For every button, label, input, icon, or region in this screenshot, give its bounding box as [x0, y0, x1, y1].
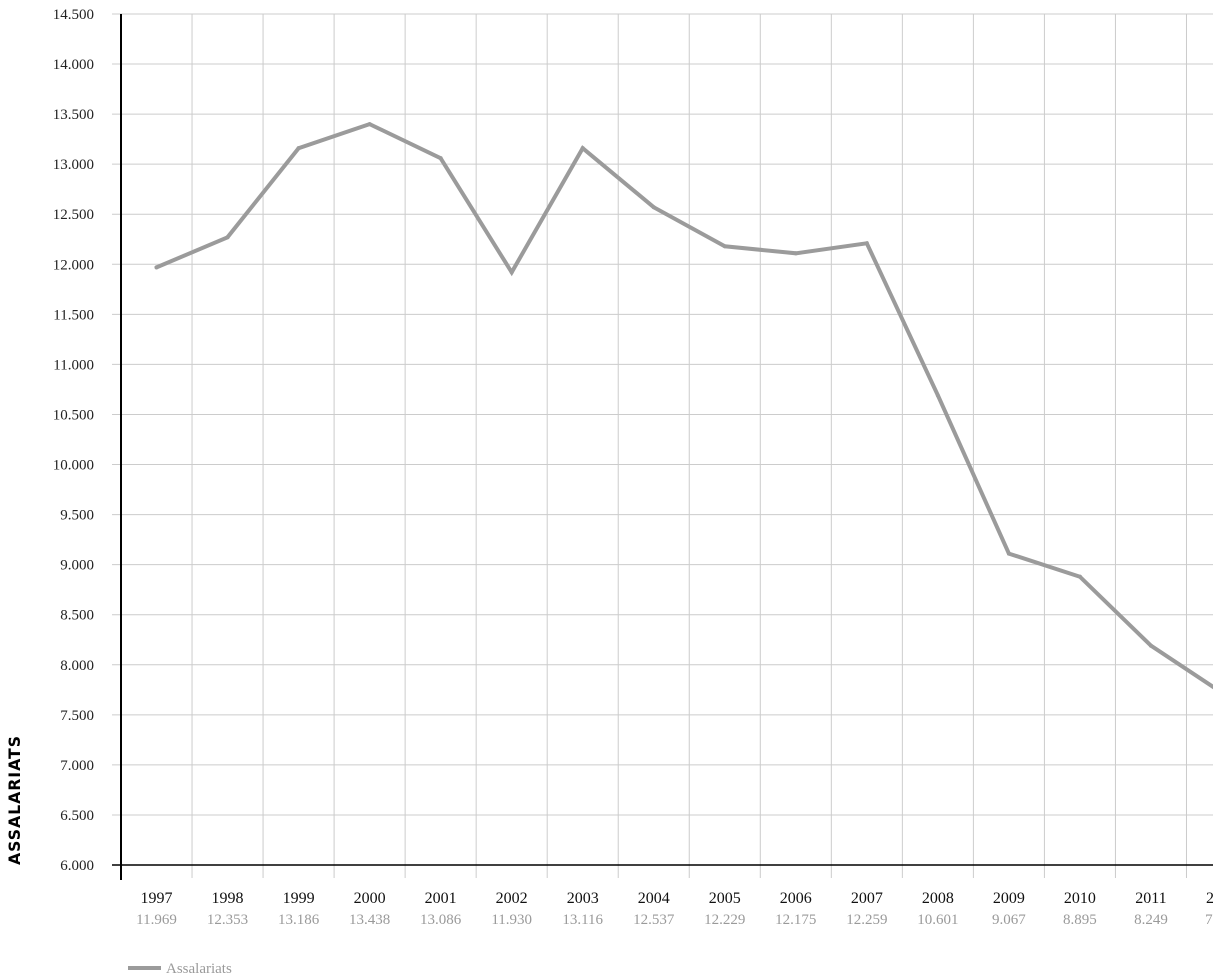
x-tick-label: 1997: [141, 890, 173, 907]
data-point: [651, 205, 656, 210]
y-tick-label: 6.000: [60, 858, 94, 874]
x-tick-label: 2003: [567, 890, 599, 907]
x-value-label: 11.930: [491, 912, 532, 928]
x-tick-label: 2002: [496, 890, 528, 907]
x-value-label: 12.537: [633, 912, 675, 928]
data-point: [793, 251, 798, 256]
x-tick-label: 2012: [1206, 890, 1213, 907]
series-lines: [154, 121, 1213, 690]
y-tick-label: 14.500: [53, 7, 94, 23]
x-value-label: 12.259: [846, 912, 887, 928]
x-tick-label: 1999: [283, 890, 315, 907]
x-value-label: 10.601: [917, 912, 958, 928]
x-tick-label: 1998: [212, 890, 244, 907]
legend: Assalariats: [128, 961, 232, 975]
x-tick-label: 2004: [638, 890, 670, 907]
y-tick-label: 14.000: [53, 57, 94, 73]
x-tick-label: 2005: [709, 890, 741, 907]
x-tick-label: 2001: [425, 890, 457, 907]
y-tick-label: 6.500: [60, 808, 94, 824]
x-tick-label: 2000: [354, 890, 386, 907]
y-tick-label: 9.000: [60, 558, 94, 574]
series-line: [154, 121, 1213, 690]
x-tick-labels: 1997 11.969 1998 12.353 1999 13.186 2000 13.438…: [136, 890, 1213, 928]
y-axis-label: Assalariats: [5, 735, 24, 865]
x-value-label: 13.186: [278, 912, 320, 928]
data-point: [722, 244, 727, 249]
x-tick-label: 2010: [1064, 890, 1096, 907]
x-tick-label: 2011: [1135, 890, 1166, 907]
x-value-label: 9.067: [992, 912, 1026, 928]
y-tick-label: 12.000: [53, 257, 94, 273]
x-value-label: 8.249: [1134, 912, 1168, 928]
y-tick-label: 8.000: [60, 658, 94, 674]
y-tick-label: 10.500: [53, 407, 94, 423]
grid-lines: [112, 13, 1213, 878]
data-point: [509, 270, 514, 275]
data-point: [225, 235, 230, 240]
data-point: [864, 241, 869, 246]
data-point: [438, 156, 443, 161]
data-point: [296, 146, 301, 151]
x-tick-label: 2008: [922, 890, 954, 907]
y-tick-label: 9.500: [60, 508, 94, 524]
x-value-label: 12.229: [704, 912, 745, 928]
y-tick-label: 11.000: [53, 357, 94, 373]
x-value-label: 12.353: [207, 912, 248, 928]
x-tick-label: 2006: [780, 890, 812, 907]
y-tick-label: 11.500: [53, 307, 94, 323]
y-tick-label: 13.500: [53, 107, 94, 123]
y-tick-label: 7.500: [60, 708, 94, 724]
data-point: [935, 393, 940, 398]
axes: [112, 14, 1213, 880]
x-tick-label: 2007: [851, 890, 883, 907]
data-point: [154, 265, 159, 270]
x-value-label: 12.175: [775, 912, 816, 928]
data-point: [580, 146, 585, 151]
y-tick-label: 12.500: [53, 207, 94, 223]
x-value-label: 8.895: [1063, 912, 1097, 928]
y-tick-labels: 6.000 6.500 7.000 7.500 8.000 8.500 9.000 9.500…: [53, 7, 94, 874]
y-tick-label: 8.500: [60, 608, 94, 624]
x-value-label: 13.116: [562, 912, 603, 928]
x-tick-label: 2009: [993, 890, 1025, 907]
y-tick-label: 10.000: [53, 458, 94, 474]
data-point: [1006, 551, 1011, 556]
data-point: [367, 122, 372, 127]
x-value-label: 7.757: [1205, 912, 1213, 928]
y-tick-label: 13.000: [53, 157, 94, 173]
y-tick-label: 7.000: [60, 758, 94, 774]
data-point: [1148, 643, 1153, 648]
legend-label: Assalariats: [166, 961, 232, 975]
x-value-label: 13.086: [420, 912, 462, 928]
x-value-label: 11.969: [136, 912, 177, 928]
x-value-label: 13.438: [349, 912, 390, 928]
data-point: [1077, 574, 1082, 579]
